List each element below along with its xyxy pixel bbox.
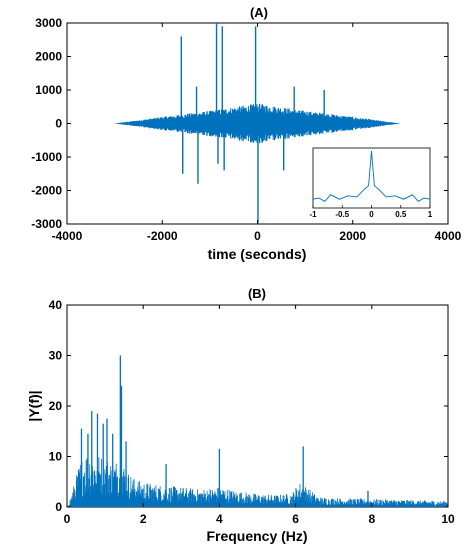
x-tick-label: 8	[368, 512, 375, 526]
y-tick-label: 30	[49, 349, 63, 363]
panel-b-y-label: |Y(f)|	[26, 390, 42, 421]
x-tick-label: 2000	[339, 229, 366, 243]
y-tick-label: 3000	[35, 16, 62, 30]
panel-a-signal	[115, 23, 401, 224]
x-tick-label: 0	[64, 512, 71, 526]
panel-a: (A) -3000 -2000 -1000 0 1000 2000 3000 -4000 -2…	[31, 5, 461, 262]
y-tick-label: -2000	[31, 184, 62, 198]
signal-body	[115, 103, 401, 144]
x-tick-label: 10	[441, 512, 455, 526]
y-tick-label: 10	[49, 450, 63, 464]
inset-tick-label: 1	[428, 210, 433, 219]
inset-tick-label: -0.5	[335, 210, 349, 219]
y-tick-label: 40	[49, 298, 63, 312]
inset-tick-label: 0	[369, 210, 374, 219]
y-tick-label: -3000	[31, 217, 62, 231]
y-tick-label: 20	[49, 399, 63, 413]
y-tick-label: 2000	[35, 50, 62, 64]
inset-tick-label: 0.5	[395, 210, 407, 219]
panel-a-x-ticks: -4000 -2000 0 2000 4000	[52, 23, 462, 243]
x-tick-label: 4	[216, 512, 223, 526]
panel-b-x-ticks: 0 2 4 6 8 10	[64, 305, 455, 526]
spectrum-body	[67, 457, 449, 507]
y-tick-label: 0	[55, 500, 62, 514]
panel-b-title: (B)	[248, 286, 266, 301]
panel-b: (B) 0 10 20 30 40 0 2 4 6 8 10 Frequency (Hz) |Y(…	[26, 286, 455, 544]
panel-b-y-ticks: 0 10 20 30 40	[49, 298, 448, 514]
x-tick-label: 0	[254, 229, 261, 243]
y-tick-label: -1000	[31, 150, 62, 164]
x-tick-label: -4000	[52, 229, 83, 243]
inset-tick-label: -1	[309, 210, 317, 219]
panel-a-x-label: time (seconds)	[208, 246, 307, 262]
x-tick-label: 2	[140, 512, 147, 526]
x-tick-label: 6	[292, 512, 299, 526]
y-tick-label: 0	[55, 117, 62, 131]
panel-b-spectrum	[67, 355, 449, 507]
x-tick-label: -2000	[147, 229, 178, 243]
panel-a-y-ticks: -3000 -2000 -1000 0 1000 2000 3000	[31, 16, 448, 231]
inset-x-ticks: -1 -0.5 0 0.5 1	[309, 205, 433, 219]
x-tick-label: 4000	[435, 229, 462, 243]
inset-plot-area	[312, 147, 431, 209]
inset-line	[312, 150, 431, 202]
y-tick-label: 1000	[35, 83, 62, 97]
panel-a-inset: -1 -0.5 0 0.5 1	[309, 147, 433, 219]
panel-a-title: (A)	[250, 5, 268, 20]
panel-b-x-label: Frequency (Hz)	[206, 528, 307, 544]
